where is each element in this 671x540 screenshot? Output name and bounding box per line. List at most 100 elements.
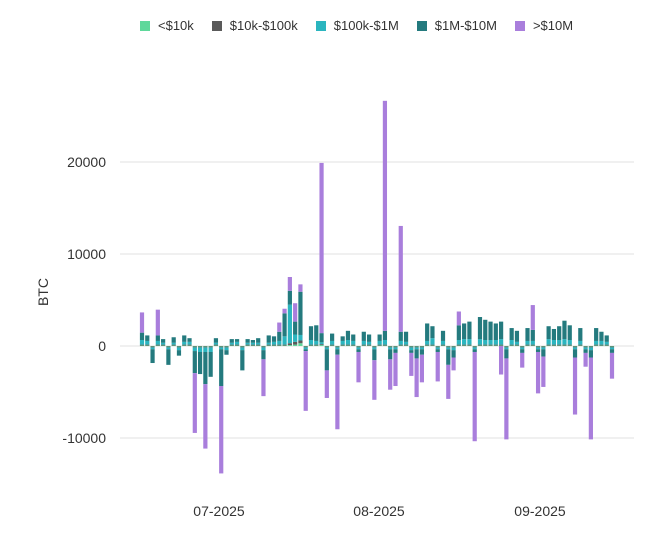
bar-segment <box>229 342 234 345</box>
bar-segment <box>604 344 609 346</box>
bar-segment <box>366 341 372 345</box>
bar-segment <box>588 346 593 348</box>
bar-segment <box>335 346 340 347</box>
bar-segment <box>493 323 498 341</box>
bar-segment <box>509 345 514 347</box>
bar-segment <box>145 345 150 347</box>
bar-segment <box>361 345 366 347</box>
bar-segment <box>187 344 192 346</box>
bar-segment <box>261 347 266 351</box>
bar-segment <box>425 345 430 347</box>
bar-segment <box>514 345 520 347</box>
bar-segment <box>499 345 504 347</box>
bar-segment <box>377 344 382 346</box>
bar-segment <box>324 370 329 398</box>
bar-segment <box>467 345 472 347</box>
bar-segment <box>425 340 430 345</box>
bar-segment <box>356 351 361 383</box>
bar-segment <box>388 349 393 360</box>
bar-segment <box>393 347 398 350</box>
bar-segment <box>182 335 187 342</box>
bar-segment <box>409 352 414 376</box>
legend-label: $10k-$100k <box>229 18 298 33</box>
bar-segment <box>361 340 366 345</box>
bar-segment <box>261 346 266 347</box>
bar-segment <box>467 344 472 346</box>
bar-segment <box>535 346 541 347</box>
bar-segment <box>419 346 424 348</box>
bar-segment <box>578 345 583 347</box>
bar-segment <box>171 342 176 345</box>
bar-segment <box>319 344 324 346</box>
bar-segment <box>499 339 504 345</box>
bar-segment <box>182 345 187 347</box>
bar-segment <box>414 346 419 347</box>
bar-segment <box>356 346 361 348</box>
bar-segment <box>546 326 551 340</box>
bar-segment <box>456 325 461 341</box>
bar-segment <box>139 332 145 341</box>
bar-segment <box>287 343 292 346</box>
bar-segment <box>551 340 557 345</box>
bar-segment <box>382 345 388 347</box>
bar-segment <box>509 340 514 345</box>
bar-segment <box>462 344 467 346</box>
bar-segment <box>208 351 213 377</box>
bar-segment <box>609 349 615 353</box>
bar-segment <box>187 345 192 347</box>
bar-segment <box>245 345 250 347</box>
bar-segment <box>340 336 345 341</box>
bar-segment <box>472 351 477 442</box>
bar-segment <box>266 342 271 345</box>
bar-segment <box>351 334 356 341</box>
bar-segment <box>493 344 498 346</box>
bar-segment <box>192 346 197 347</box>
bar-segment <box>451 357 456 371</box>
legend-swatch <box>514 20 525 31</box>
bar-segment <box>245 342 250 345</box>
bar-segment <box>176 350 182 356</box>
bar-segment <box>192 351 197 374</box>
bar-segment <box>224 350 229 355</box>
bar-segment <box>467 339 472 345</box>
bar-segment <box>345 345 351 347</box>
bar-segment <box>594 345 599 347</box>
bar-segment <box>557 345 562 347</box>
bar-segment <box>308 344 314 346</box>
bar-segment <box>557 326 562 341</box>
bar-segment <box>583 347 588 350</box>
bar-segment <box>197 347 203 352</box>
bar-segment <box>293 344 298 346</box>
bar-segment <box>446 346 451 348</box>
bar-segment <box>145 344 150 346</box>
bar-segment <box>419 347 424 350</box>
bar-segment <box>535 346 541 348</box>
bar-segment <box>377 345 382 347</box>
legend-item: $1M-$10M <box>416 18 497 33</box>
bar-segment <box>372 360 377 400</box>
bar-segment <box>382 340 388 345</box>
bar-segment <box>155 309 160 336</box>
bar-segment <box>266 345 271 347</box>
bar-segment <box>176 347 182 351</box>
bar-segment <box>435 347 440 350</box>
bar-segment <box>213 338 219 343</box>
bar-segment <box>250 345 255 347</box>
legend-item: <$10k <box>140 18 194 33</box>
bar-segment <box>440 345 446 347</box>
bar-segment <box>366 344 372 346</box>
bar-segment <box>303 347 308 350</box>
legend-item: $10k-$100k <box>211 18 298 33</box>
y-tick-label: 20000 <box>67 154 106 170</box>
bar-segment <box>330 340 335 345</box>
bar-segment <box>308 326 314 341</box>
bar-segment <box>240 346 245 348</box>
bar-segment <box>451 350 456 358</box>
bar-segment <box>440 340 446 345</box>
bar-segment <box>366 334 372 342</box>
bar-segment <box>477 339 483 345</box>
bar-segment <box>572 349 578 358</box>
bar-segment <box>451 346 456 348</box>
bar-segment <box>187 341 192 345</box>
x-tick-label: 08-2025 <box>353 503 405 519</box>
